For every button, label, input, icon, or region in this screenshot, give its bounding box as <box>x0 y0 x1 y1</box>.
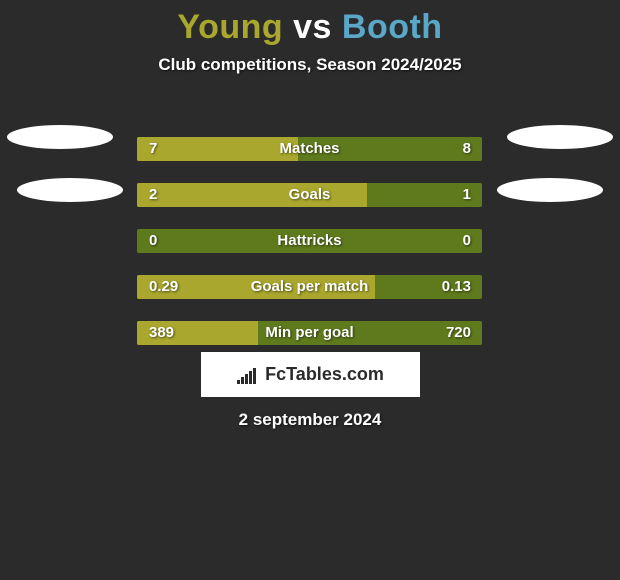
stat-value-right: 720 <box>446 321 471 345</box>
stat-row: Goals per match0.29 0.13 <box>0 264 620 310</box>
stats-container: Matches7 8 Goals2 1 Hattricks0 0 Goals per mat… <box>0 126 620 356</box>
title-right: Booth <box>342 8 443 46</box>
stat-value-right: 8 <box>463 137 471 161</box>
stat-value-right: 0 <box>463 229 471 253</box>
stat-row: Hattricks0 0 <box>0 218 620 264</box>
stat-value-right: 0.13 <box>442 275 471 299</box>
stat-label: Hattricks <box>137 229 482 253</box>
site-logo: FcTables.com <box>201 352 420 397</box>
stat-label: Goals per match <box>137 275 482 299</box>
page-title: Young vs Booth <box>0 0 620 47</box>
stat-row: Matches7 8 <box>0 126 620 172</box>
stat-label: Min per goal <box>137 321 482 345</box>
date-label: 2 september 2024 <box>0 410 620 430</box>
stat-value-left: 0 <box>149 229 157 253</box>
stat-row: Goals2 1 <box>0 172 620 218</box>
title-vs: vs <box>293 8 332 46</box>
subtitle: Club competitions, Season 2024/2025 <box>0 55 620 75</box>
stat-label: Goals <box>137 183 482 207</box>
bar-chart-icon <box>237 366 259 384</box>
stat-value-left: 7 <box>149 137 157 161</box>
stat-value-left: 0.29 <box>149 275 178 299</box>
stat-value-left: 2 <box>149 183 157 207</box>
logo-text: FcTables.com <box>265 364 384 385</box>
stat-row: Min per goal389 720 <box>0 310 620 356</box>
stat-label: Matches <box>137 137 482 161</box>
title-left: Young <box>177 8 283 46</box>
stat-value-left: 389 <box>149 321 174 345</box>
stat-value-right: 1 <box>463 183 471 207</box>
